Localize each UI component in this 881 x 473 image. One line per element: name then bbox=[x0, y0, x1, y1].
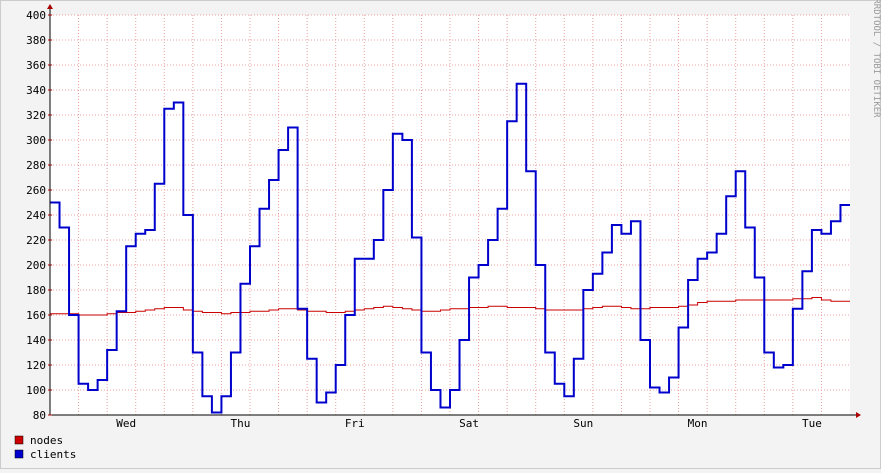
y-tick-label: 200 bbox=[26, 259, 46, 272]
x-tick-label: Sun bbox=[573, 417, 593, 430]
y-tick-label: 180 bbox=[26, 284, 46, 297]
y-tick-label: 400 bbox=[26, 9, 46, 22]
series-line bbox=[50, 82, 850, 414]
legend-label: nodes bbox=[30, 434, 63, 447]
lines bbox=[50, 82, 850, 414]
x-tick-label: Mon bbox=[688, 417, 708, 430]
legend-swatch bbox=[14, 435, 24, 445]
x-tick-label: Wed bbox=[116, 417, 136, 430]
axes bbox=[47, 4, 861, 418]
x-tick-label: Thu bbox=[231, 417, 251, 430]
y-arrow bbox=[47, 4, 53, 9]
y-tick-label: 380 bbox=[26, 34, 46, 47]
x-tick-label: Fri bbox=[345, 417, 365, 430]
y-tick-label: 240 bbox=[26, 209, 46, 222]
legend-swatch bbox=[14, 449, 24, 459]
y-tick-label: 80 bbox=[33, 409, 46, 422]
series-line bbox=[50, 297, 850, 316]
y-tick-label: 260 bbox=[26, 184, 46, 197]
y-tick-label: 320 bbox=[26, 109, 46, 122]
y-tick-label: 140 bbox=[26, 334, 46, 347]
legend-label: clients bbox=[30, 448, 76, 461]
y-tick-label: 220 bbox=[26, 234, 46, 247]
y-tick-label: 160 bbox=[26, 309, 46, 322]
y-tick-label: 340 bbox=[26, 84, 46, 97]
x-tick-label: Tue bbox=[802, 417, 822, 430]
x-arrow bbox=[856, 412, 861, 418]
x-tick-label: Sat bbox=[459, 417, 479, 430]
y-tick-label: 120 bbox=[26, 359, 46, 372]
y-tick-label: 360 bbox=[26, 59, 46, 72]
y-tick-label: 100 bbox=[26, 384, 46, 397]
y-tick-label: 280 bbox=[26, 159, 46, 172]
y-tick-label: 300 bbox=[26, 134, 46, 147]
watermark: RRDTOOL / TOBI OETIKER bbox=[871, 0, 881, 118]
